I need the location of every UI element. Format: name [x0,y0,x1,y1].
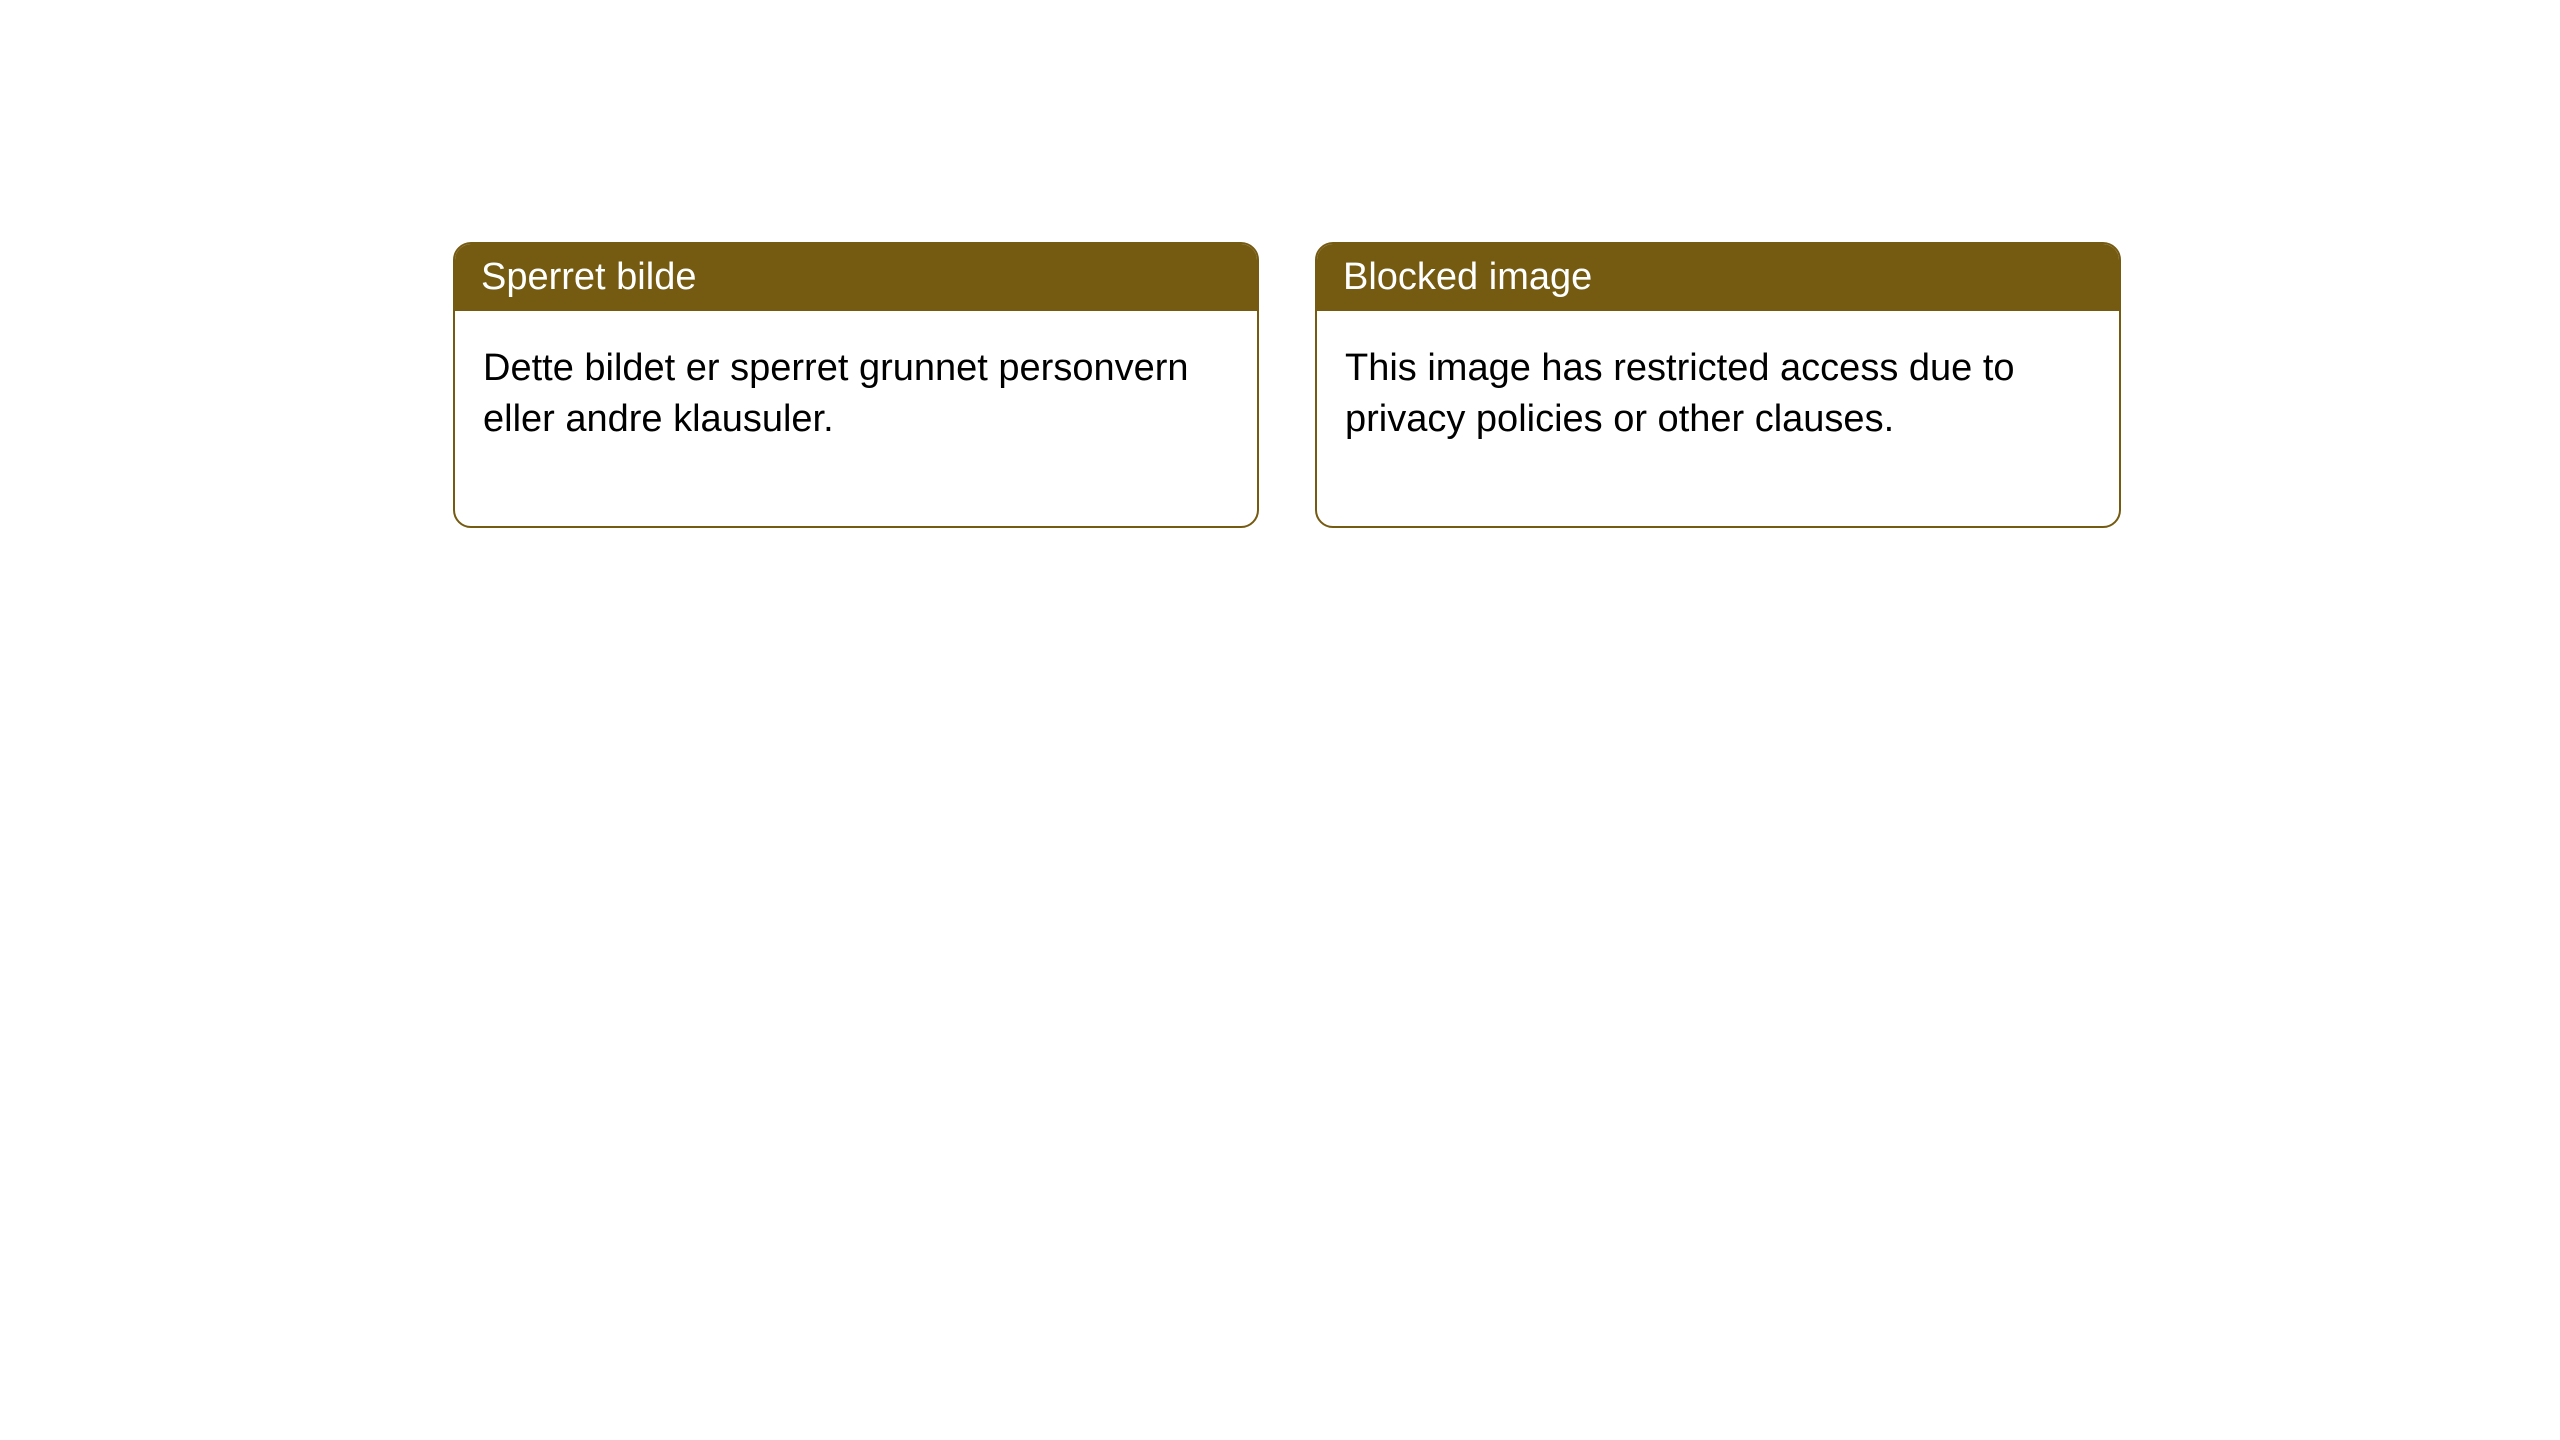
notice-card-norwegian: Sperret bilde Dette bildet er sperret gr… [453,242,1259,528]
notice-card-english: Blocked image This image has restricted … [1315,242,2121,528]
card-header: Blocked image [1317,244,2119,311]
card-body: Dette bildet er sperret grunnet personve… [455,311,1257,526]
card-title: Sperret bilde [481,256,696,298]
card-header: Sperret bilde [455,244,1257,311]
card-title: Blocked image [1343,256,1592,298]
card-body: This image has restricted access due to … [1317,311,2119,526]
card-body-text: Dette bildet er sperret grunnet personve… [483,347,1189,440]
notice-container: Sperret bilde Dette bildet er sperret gr… [0,0,2560,528]
card-body-text: This image has restricted access due to … [1345,347,2015,440]
